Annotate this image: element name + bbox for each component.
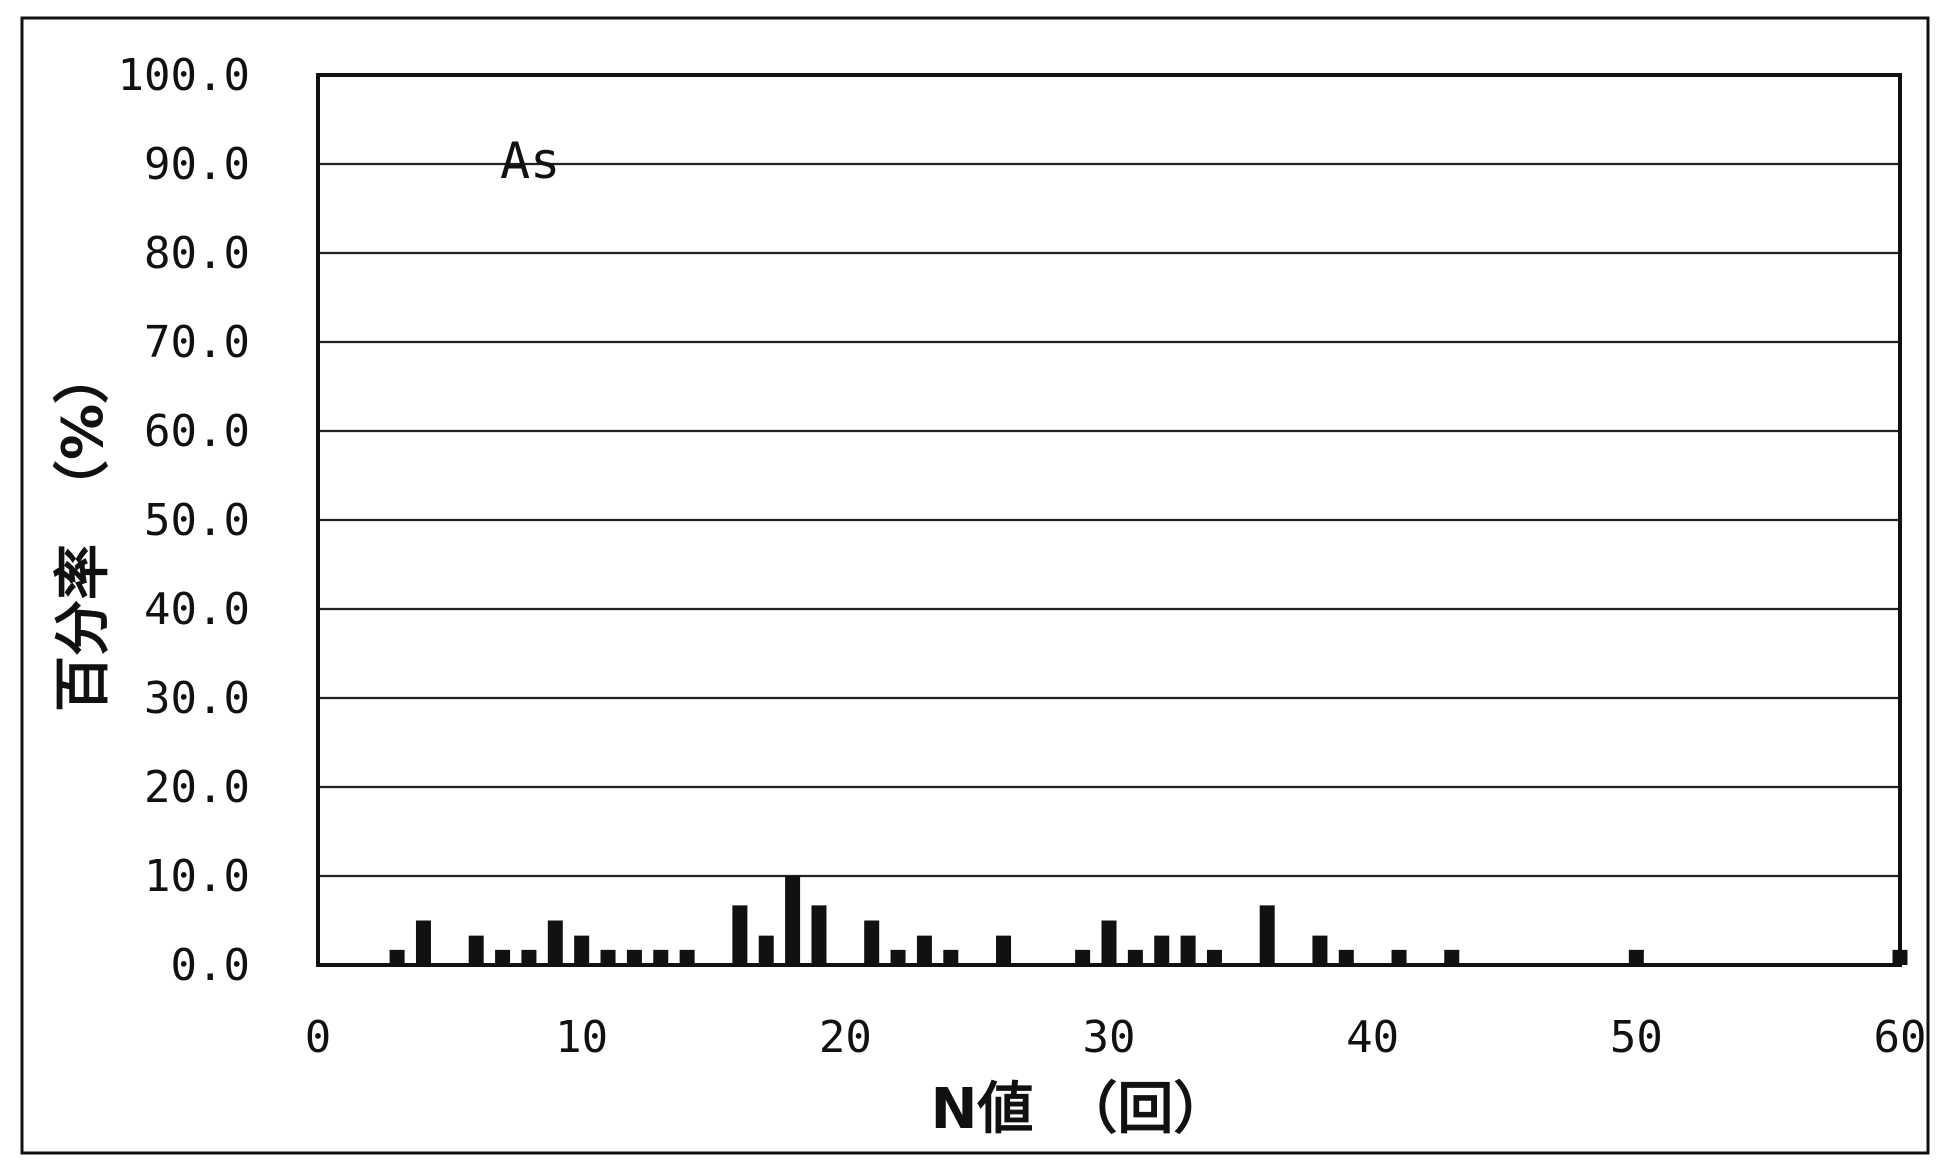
bar <box>864 920 880 965</box>
bar <box>1444 949 1460 965</box>
bar <box>1391 949 1407 965</box>
bar <box>811 905 827 965</box>
bar <box>495 949 511 965</box>
y-tick-label: 70.0 <box>144 317 250 368</box>
y-tick-label: 50.0 <box>144 495 250 546</box>
bar <box>996 935 1012 965</box>
bar <box>415 920 431 965</box>
bar <box>1127 949 1143 965</box>
y-tick-label: 0.0 <box>171 940 250 991</box>
plot-area-frame <box>316 73 1902 967</box>
x-axis-title: N値 （回） <box>931 1077 1230 1142</box>
bar <box>1312 935 1328 965</box>
bar <box>1101 920 1117 965</box>
y-axis-title: 百分率 （%） <box>51 348 116 712</box>
bar <box>1628 949 1644 965</box>
y-tick-label: 40.0 <box>144 584 250 635</box>
bar <box>1154 935 1170 965</box>
figure-frame <box>20 16 1930 1155</box>
bar <box>1180 935 1196 965</box>
x-tick-label: 60 <box>1874 1012 1927 1063</box>
y-tick-label: 80.0 <box>144 228 250 279</box>
y-tick-label: 20.0 <box>144 762 250 813</box>
y-tick-label: 100.0 <box>118 50 250 101</box>
x-tick-label: 40 <box>1346 1012 1399 1063</box>
x-tick-label: 30 <box>1083 1012 1136 1063</box>
bar <box>574 935 590 965</box>
x-tick-label: 20 <box>819 1012 872 1063</box>
series-annotation: As <box>500 132 560 190</box>
y-tick-label: 10.0 <box>144 851 250 902</box>
bar <box>1075 949 1091 965</box>
bar <box>389 949 405 965</box>
bar <box>1338 949 1354 965</box>
bar <box>521 949 537 965</box>
bar <box>890 949 906 965</box>
bar <box>732 905 748 965</box>
bar <box>1206 949 1222 965</box>
y-tick-label: 90.0 <box>144 139 250 190</box>
bar <box>600 949 616 965</box>
y-tick-label: 30.0 <box>144 673 250 724</box>
bar <box>1259 905 1275 965</box>
bar <box>758 935 774 965</box>
bar <box>785 876 801 965</box>
bar <box>653 949 669 965</box>
x-tick-label: 50 <box>1610 1012 1663 1063</box>
y-axis-ticks: 0.0 10.0 20.0 30.0 40.0 50.0 60.0 70.0 80.0 90.0 1… <box>118 50 250 991</box>
bar <box>547 920 563 965</box>
x-tick-label: 0 <box>305 1012 332 1063</box>
y-tick-label: 60.0 <box>144 406 250 457</box>
bar <box>468 935 484 965</box>
grid-lines <box>318 162 1900 878</box>
bar <box>679 949 695 965</box>
bar-series <box>389 876 1908 965</box>
bar <box>916 935 932 965</box>
x-tick-label: 10 <box>555 1012 608 1063</box>
bar <box>626 949 642 965</box>
x-axis-ticks: 0 10 20 30 40 50 60 <box>305 1012 1927 1063</box>
bar <box>943 949 959 965</box>
